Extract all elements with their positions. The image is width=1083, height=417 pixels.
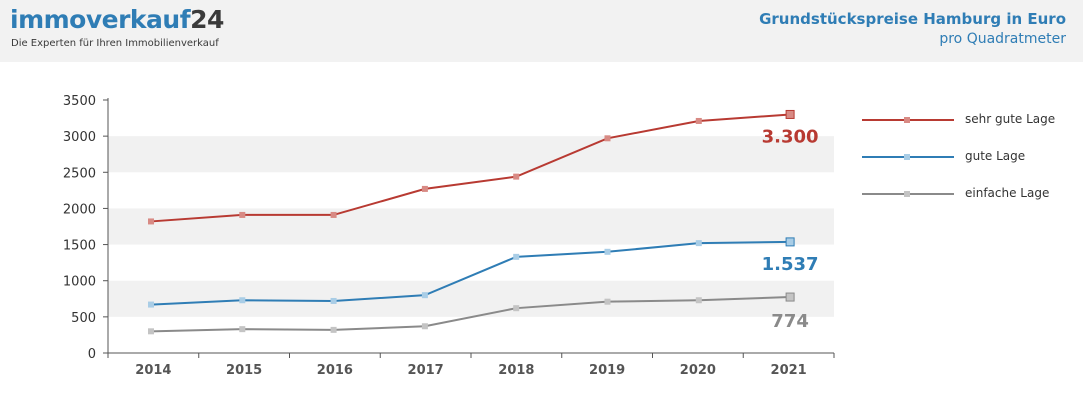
data-point <box>421 185 428 192</box>
data-point <box>785 109 795 119</box>
legend-marker <box>904 117 910 123</box>
x-tick-label: 2020 <box>680 363 716 378</box>
data-point <box>604 298 611 305</box>
legend-item: sehr gute Lage <box>862 108 1072 132</box>
chart-subtitle: pro Quadratmeter <box>939 31 1066 47</box>
end-value-label: 3.300 <box>762 126 819 147</box>
series-line <box>150 113 791 223</box>
end-value-label: 1.537 <box>762 254 819 275</box>
legend-label: sehr gute Lage <box>965 112 1056 126</box>
data-point <box>239 326 246 333</box>
brand-number: 24 <box>190 5 224 34</box>
legend-label: gute Lage <box>965 149 1026 163</box>
y-tick-label: 1000 <box>63 275 96 290</box>
y-tick-label: 2000 <box>63 202 96 217</box>
data-point <box>330 297 337 304</box>
data-point <box>785 292 795 302</box>
data-point <box>695 240 702 247</box>
y-tick-label: 2500 <box>63 166 96 181</box>
legend-swatch <box>862 117 954 123</box>
grid-band <box>108 208 834 245</box>
legend-marker <box>904 191 910 197</box>
data-point <box>148 301 154 308</box>
y-tick-label: 3500 <box>63 94 96 109</box>
x-tick-label: 2018 <box>498 363 534 378</box>
data-point <box>421 323 428 330</box>
y-tick-label: 1500 <box>63 239 96 254</box>
data-point <box>330 326 337 333</box>
data-point <box>148 328 154 335</box>
legend-label: einfache Lage <box>965 186 1050 200</box>
legend-marker <box>904 154 910 160</box>
data-point <box>330 211 337 218</box>
x-tick-label: 2017 <box>408 363 444 378</box>
x-tick-label: 2015 <box>226 363 262 378</box>
y-tick-label: 500 <box>71 311 96 326</box>
brand-logo[interactable]: immoverkauf24 <box>10 6 224 34</box>
brand-tagline: Die Experten für Ihren Immobilienverkauf <box>11 38 219 49</box>
legend-item: einfache Lage <box>862 182 1072 206</box>
brand-name: immoverkauf <box>10 5 191 34</box>
data-point <box>785 237 795 247</box>
data-point <box>695 297 702 304</box>
data-point <box>513 305 520 312</box>
data-point <box>604 135 611 142</box>
x-tick-label: 2021 <box>771 363 807 378</box>
data-point <box>239 211 246 218</box>
x-tick-label: 2014 <box>135 363 171 378</box>
data-point <box>148 218 154 225</box>
y-tick-label: 3000 <box>63 130 96 145</box>
header-bar: immoverkauf24 Die Experten für Ihren Imm… <box>0 0 1083 62</box>
x-tick-label: 2019 <box>589 363 625 378</box>
data-point <box>695 117 702 124</box>
data-point <box>513 173 520 180</box>
legend-item: gute Lage <box>862 145 1072 169</box>
end-value-label: 774 <box>771 311 809 332</box>
data-point <box>604 248 611 255</box>
series-line <box>150 296 791 333</box>
data-point <box>421 292 428 299</box>
legend-swatch <box>862 191 954 197</box>
legend-swatch <box>862 154 954 160</box>
grid-band <box>108 136 834 173</box>
data-point <box>513 253 520 260</box>
series-line <box>150 240 791 306</box>
x-tick-label: 2016 <box>317 363 353 378</box>
chart-title: Grundstückspreise Hamburg in Euro <box>759 10 1066 28</box>
y-tick-label: 0 <box>88 347 96 362</box>
data-point <box>239 297 246 304</box>
